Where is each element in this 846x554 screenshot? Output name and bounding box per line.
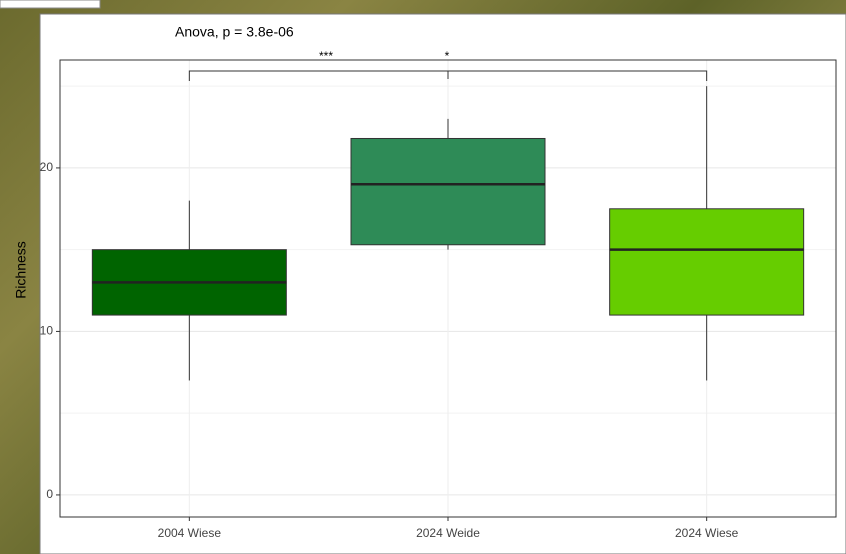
corner-box xyxy=(0,0,101,9)
y-axis-label: Richness xyxy=(13,241,29,299)
significance: * xyxy=(445,49,450,63)
box xyxy=(609,208,805,316)
x-tick-label: 2024 Weide xyxy=(416,526,480,540)
y-tick-label: 10 xyxy=(40,324,54,338)
x-tick-label: 2024 Wiese xyxy=(675,526,739,540)
box xyxy=(350,137,546,246)
significance-bracket xyxy=(188,70,708,81)
x-tick-label: 2004 Wiese xyxy=(158,526,222,540)
y-tick-label: 20 xyxy=(40,160,54,174)
significance: *** xyxy=(319,49,333,63)
y-tick-label: 0 xyxy=(46,487,53,501)
annotation: Anova, p = 3.8e-06 xyxy=(175,24,294,40)
